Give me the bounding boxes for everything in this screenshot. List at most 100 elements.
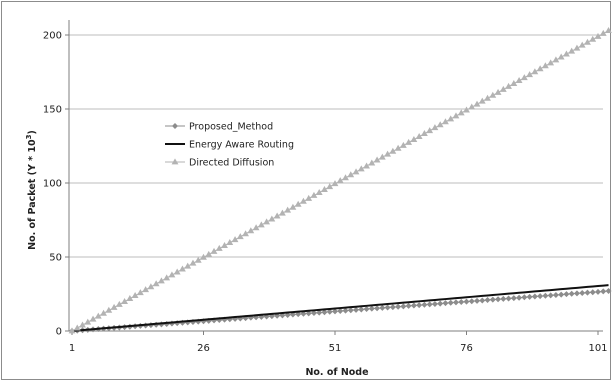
data-point — [331, 180, 339, 187]
data-point — [447, 115, 455, 122]
data-point — [531, 68, 539, 75]
data-point — [579, 289, 586, 296]
data-point — [110, 303, 118, 310]
data-point — [305, 194, 313, 201]
data-point — [605, 288, 612, 295]
data-point — [594, 32, 602, 39]
data-point — [458, 299, 465, 306]
data-point — [578, 41, 586, 48]
data-point — [484, 297, 491, 304]
data-point — [268, 215, 276, 222]
data-point — [247, 227, 255, 234]
data-point — [552, 56, 560, 63]
data-point — [536, 65, 544, 72]
data-point — [368, 159, 376, 166]
legend-item: Directed Diffusion — [165, 158, 274, 169]
data-point — [310, 309, 317, 316]
legend-marker — [172, 123, 178, 129]
data-point — [563, 291, 570, 298]
data-point — [568, 47, 576, 54]
data-point — [347, 171, 355, 178]
data-point — [252, 224, 260, 231]
data-point — [242, 230, 249, 237]
data-point — [158, 277, 165, 284]
data-point — [184, 262, 192, 269]
legend-label: Directed Diffusion — [189, 158, 274, 169]
data-point — [489, 91, 497, 98]
data-point — [400, 303, 407, 310]
data-point — [194, 256, 202, 263]
data-point — [389, 147, 397, 154]
data-point — [363, 162, 370, 169]
data-point — [410, 302, 417, 309]
data-point — [263, 218, 271, 225]
data-point — [395, 303, 402, 310]
data-point — [352, 168, 360, 175]
data-point — [605, 26, 612, 33]
data-point — [94, 312, 102, 319]
data-point — [374, 305, 381, 312]
data-point — [179, 265, 186, 272]
data-point — [210, 247, 218, 254]
data-point — [510, 295, 517, 302]
data-point — [599, 29, 607, 36]
data-point — [353, 306, 360, 313]
y-tick-label: 150 — [43, 105, 62, 116]
data-point — [495, 296, 502, 303]
data-point — [257, 221, 265, 228]
data-point — [489, 296, 496, 303]
data-point — [410, 135, 418, 142]
legend-label: Proposed_Method — [189, 122, 273, 133]
data-point — [89, 315, 97, 322]
data-point — [289, 203, 297, 210]
data-point — [358, 306, 365, 313]
data-point — [463, 106, 470, 113]
data-point — [121, 297, 128, 304]
data-point — [221, 241, 228, 248]
data-point — [173, 268, 181, 275]
data-point — [558, 291, 565, 298]
y-tick-label: 50 — [49, 253, 62, 264]
data-point — [147, 283, 155, 290]
data-point — [431, 300, 438, 307]
data-point — [236, 233, 244, 240]
data-point — [563, 50, 570, 57]
data-point — [547, 59, 555, 66]
data-point — [515, 77, 523, 84]
data-point — [452, 299, 459, 306]
data-point — [84, 318, 92, 325]
data-point — [136, 289, 144, 296]
data-point — [437, 300, 444, 307]
series-energy-aware-routing — [71, 284, 609, 332]
data-point — [589, 35, 597, 42]
data-point — [526, 293, 533, 300]
data-point — [373, 156, 381, 163]
data-point — [568, 290, 575, 297]
data-point — [405, 138, 413, 145]
data-point — [537, 293, 544, 300]
legend: Proposed_Method Energy Aware Routing Direc… — [165, 122, 294, 169]
data-point — [315, 188, 323, 195]
data-point — [421, 301, 428, 308]
data-point — [347, 307, 354, 314]
data-point — [431, 124, 439, 131]
data-point — [378, 153, 386, 160]
data-point — [200, 253, 207, 260]
grid — [69, 34, 603, 258]
series-group — [68, 26, 612, 334]
legend-item: Proposed_Method — [165, 122, 273, 133]
data-point — [479, 297, 486, 304]
data-point — [521, 294, 528, 301]
series-line — [71, 284, 609, 332]
data-point — [531, 293, 538, 300]
data-point — [573, 290, 580, 297]
data-point — [68, 327, 76, 334]
data-point — [379, 304, 386, 311]
data-point — [79, 321, 86, 328]
data-point — [326, 308, 333, 315]
data-point — [363, 306, 370, 313]
data-point — [73, 324, 81, 331]
data-point — [516, 294, 523, 301]
data-point — [510, 79, 518, 86]
